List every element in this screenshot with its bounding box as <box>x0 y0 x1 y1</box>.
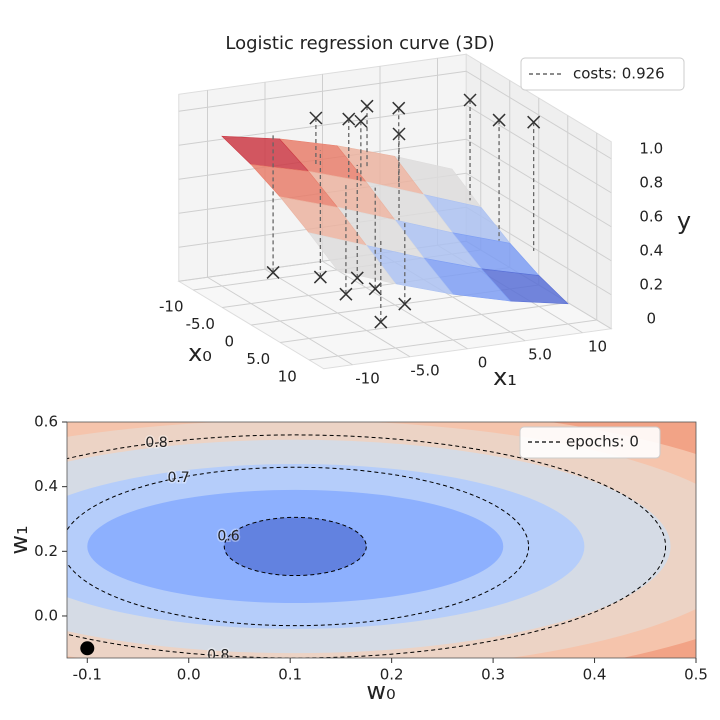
data-point <box>398 297 412 311</box>
plot-area: 0.6 0.7 0.8 0.8 <box>67 422 696 664</box>
z-tick-label: 0 <box>646 309 656 327</box>
y-axis-label: x₁ <box>493 363 517 391</box>
y-tick-label: 10 <box>588 337 607 355</box>
legend-box <box>519 426 661 459</box>
data-point <box>374 315 388 329</box>
grid-line <box>465 172 612 262</box>
contour-line <box>67 434 666 658</box>
legend-label: costs: 0.926 <box>573 65 665 83</box>
x-tick-label: 0.2 <box>380 666 404 684</box>
data-point <box>354 114 368 128</box>
grid-line <box>465 104 612 194</box>
x-axis-label: x₀ <box>188 339 212 367</box>
contour-plot: 0.6 0.7 0.8 0.8 -0.1 0.0 0.1 0.2 0.3 0.4 0.5 0.0 0.2… <box>34 413 708 684</box>
x-tick-label: -0.1 <box>73 666 102 684</box>
y-tick-label: -5.0 <box>410 361 439 379</box>
grid-line <box>322 260 468 350</box>
contour-label: 0.7 <box>167 470 189 486</box>
x-tick-label: 0.4 <box>583 666 607 684</box>
data-point <box>368 282 382 296</box>
y-tick-label: 5.0 <box>528 345 552 363</box>
y-tick-label: 0.2 <box>34 542 58 560</box>
z-tick-label: 0.2 <box>639 275 663 293</box>
contour-label: 0.6 <box>217 529 239 545</box>
contour-line <box>67 466 530 627</box>
z-tick-label: 0.6 <box>639 207 663 225</box>
x-tick-label: -5.0 <box>186 315 215 333</box>
data-point <box>392 101 406 115</box>
x-tick-label: 0.0 <box>177 666 201 684</box>
x-tick-label: 0.5 <box>684 666 708 684</box>
data-point <box>342 112 356 126</box>
contour-fill <box>224 517 367 576</box>
contour-label: 0.8 <box>145 435 167 451</box>
y-tick-label: 0 <box>478 353 488 371</box>
y-tick-label: -10 <box>355 369 380 387</box>
x-tick-label: 5.0 <box>246 350 270 368</box>
data-point <box>309 111 323 125</box>
contour-label: 0.8 <box>207 648 229 664</box>
contour-line <box>223 516 367 577</box>
current-weight <box>80 641 95 656</box>
y-tick-label: 0.6 <box>34 413 58 431</box>
grid-line <box>465 70 612 160</box>
data-point <box>350 271 364 285</box>
surface-patch <box>308 232 397 285</box>
x-tick-label: 0.1 <box>278 666 302 684</box>
data-point <box>492 113 506 127</box>
grid-line <box>264 268 411 358</box>
legend-label: epochs: 0 <box>566 433 639 451</box>
x-tick-label: 0 <box>224 333 234 351</box>
chart-title: Logistic regression curve (3D) <box>225 33 494 54</box>
data-point <box>313 270 327 284</box>
y-tick-label: 0.4 <box>34 477 58 495</box>
data-point <box>392 127 406 141</box>
grid-line <box>465 138 612 228</box>
z-tick-label: 0.8 <box>639 173 663 191</box>
data-point <box>339 287 353 301</box>
x-tick-label: 0.3 <box>481 666 505 684</box>
y-tick-label: 0.0 <box>34 606 58 624</box>
grid-line <box>207 276 353 366</box>
surface-plot: -10-5.005.010 -10 -5.0 0 5.0 1000.20.40.60.81… <box>159 53 685 387</box>
z-tick-label: 1.0 <box>639 139 663 157</box>
data-point <box>527 115 541 129</box>
z-tick-label: 0.4 <box>639 241 663 259</box>
axes-frame <box>66 421 697 659</box>
data-point <box>360 99 374 113</box>
data-point <box>463 93 477 107</box>
grid-line <box>178 70 467 112</box>
data-point <box>266 265 280 279</box>
x-axis-label: w₀ <box>366 677 395 705</box>
z-axis-label: y <box>677 207 691 235</box>
y-axis-label: w₁ <box>5 525 33 554</box>
x-tick-label: 10 <box>278 368 297 386</box>
x-tick-label: -10 <box>159 298 184 316</box>
legend-box <box>520 57 685 91</box>
